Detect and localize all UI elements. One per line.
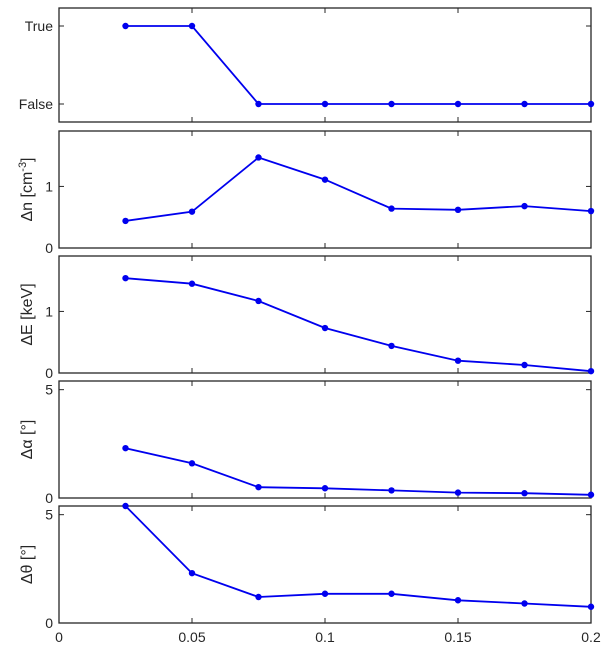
data-point [255,297,262,305]
panel-2: 0 1 Δn [cm-3] [17,130,595,256]
data-point [255,593,262,601]
data-point [321,324,329,332]
data-point [122,502,129,510]
panel-3: 0 1 ΔE [keV] [19,255,595,381]
series-line [125,25,591,105]
y-tick-label: False [19,96,53,112]
series-line [125,277,592,373]
data-point [188,280,196,287]
data-point [587,491,595,498]
y-tick-label: True [25,18,53,34]
data-point [255,100,262,108]
y-tick-label: 5 [45,507,53,523]
panel-1: True False [19,7,595,123]
data-point [454,357,462,364]
y-tick-label: 0 [45,240,53,256]
data-point [454,100,462,108]
data-point [321,100,329,108]
data-point [122,22,129,30]
y-tick-label: 0 [45,365,53,381]
data-point [521,202,528,210]
panel-4: 0 5 Δα [°] [19,380,595,506]
data-point [521,600,528,607]
data-point [321,176,329,183]
axes-box [58,255,592,374]
y-axis-label: Δn [cm-3] [17,157,36,221]
data-point [388,342,395,350]
data-point [188,460,196,467]
y-axis-label: ΔE [keV] [19,283,36,345]
series-line [125,447,592,496]
data-point [587,100,595,108]
data-point [388,487,395,494]
data-point [122,274,129,282]
data-point [255,154,262,161]
data-point [587,603,595,610]
data-point [587,367,595,375]
data-point [454,597,462,604]
y-tick-label: 0 [45,490,53,506]
series-line [125,156,592,222]
axes-box [58,505,592,624]
data-point [188,208,196,215]
panel-5: 0 5 0 0.05 0.1 0.15 0.2 Δθ [°] [19,502,601,645]
data-point [587,207,595,215]
data-point [388,590,395,597]
x-tick-label: 0 [55,629,63,645]
x-tick-label: 0.1 [315,629,335,645]
data-point [388,205,395,212]
data-point [321,485,329,492]
y-tick-label: 1 [45,178,53,194]
data-point [122,217,129,225]
data-point [454,489,462,496]
series-line [124,505,592,608]
data-point [122,444,129,452]
data-point [188,22,196,30]
y-tick-label: 5 [45,382,53,398]
y-axis-label: Δα [°] [19,420,36,460]
axes-box [58,130,592,249]
x-tick-label: 0.2 [581,629,601,645]
data-point [454,206,462,214]
data-point [521,490,528,497]
y-tick-label: 0 [45,615,53,631]
y-axis-label: Δθ [°] [19,545,36,584]
data-point [188,569,196,577]
data-point [521,100,528,108]
y-tick-label: 1 [45,303,53,319]
x-tick-label: 0.05 [178,629,205,645]
data-point [321,590,329,597]
data-point [521,361,528,369]
data-point [255,483,262,491]
x-tick-label: 0.15 [444,629,471,645]
axes-box [58,380,592,499]
data-point [388,100,395,108]
